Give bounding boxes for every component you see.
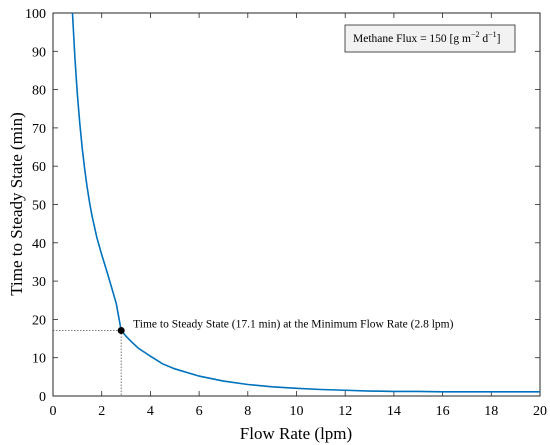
legend-sup-1: −2 bbox=[471, 30, 480, 39]
series-line bbox=[71, 12, 540, 393]
legend-sup-2: −1 bbox=[488, 30, 497, 39]
y-tick-label: 30 bbox=[32, 275, 46, 290]
x-tick-label: 18 bbox=[484, 404, 498, 419]
x-tick-label: 14 bbox=[387, 404, 401, 419]
x-tick-label: 20 bbox=[533, 404, 547, 419]
x-tick-label: 6 bbox=[196, 404, 203, 419]
x-axis-label: Flow Rate (lpm) bbox=[240, 424, 352, 443]
y-tick-label: 20 bbox=[32, 313, 46, 328]
y-axis-label: Time to Steady State (min) bbox=[7, 112, 26, 296]
x-tick-label: 12 bbox=[338, 404, 352, 419]
legend-text-prefix: Methane Flux = 150 [g m bbox=[353, 33, 471, 45]
y-tick-label: 0 bbox=[39, 390, 46, 405]
x-tick-label: 2 bbox=[98, 404, 105, 419]
y-tick-label: 60 bbox=[32, 160, 46, 175]
y-tick-label: 40 bbox=[32, 237, 46, 252]
y-tick-label: 70 bbox=[32, 122, 46, 137]
legend-text-suffix: ] bbox=[497, 33, 501, 45]
x-tick-label: 16 bbox=[436, 404, 450, 419]
annotation-text: Time to Steady State (17.1 min) at the M… bbox=[133, 319, 453, 331]
guides-layer bbox=[53, 330, 122, 396]
legend-box: Methane Flux = 150 [g m−2 d−1] bbox=[344, 24, 516, 53]
legend-text: Methane Flux = 150 [g m−2 d−1] bbox=[353, 30, 500, 45]
plot-area bbox=[52, 12, 541, 397]
y-tick-label: 80 bbox=[32, 84, 46, 99]
x-tick-label: 8 bbox=[244, 404, 251, 419]
minimum-flow-marker bbox=[117, 327, 125, 335]
y-tick-label: 10 bbox=[32, 352, 46, 367]
y-tick-label: 100 bbox=[25, 7, 46, 22]
ticks-layer: 0 2 4 6 8 10 12 14 16 18 20 0 10 20 30 40 50 60 70 80 90 100 bbox=[25, 7, 547, 419]
y-tick-label: 50 bbox=[32, 199, 46, 214]
x-tick-label: 10 bbox=[290, 404, 304, 419]
legend-text-mid: d bbox=[479, 33, 488, 45]
y-tick-label: 90 bbox=[32, 45, 46, 60]
x-tick-label: 4 bbox=[147, 404, 154, 419]
x-tick-label: 0 bbox=[50, 404, 57, 419]
